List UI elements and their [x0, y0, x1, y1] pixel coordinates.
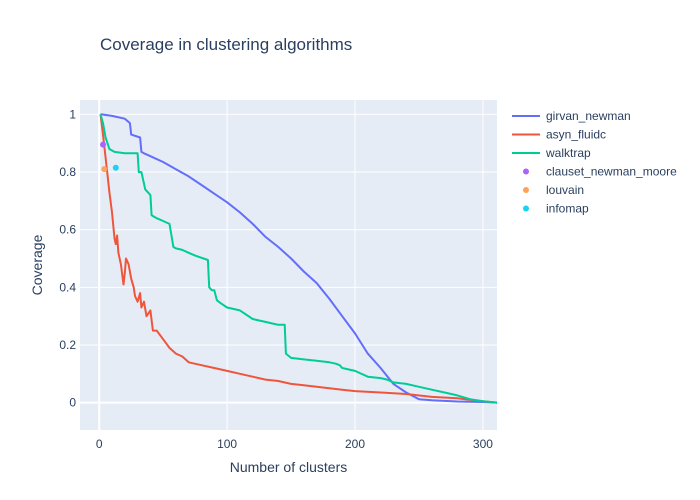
x-tick-label: 100 — [217, 437, 237, 451]
series-layer — [99, 113, 498, 404]
legend-label: asyn_fluidc — [546, 128, 606, 142]
x-tick-label: 0 — [96, 437, 103, 451]
y-axis-title: Coverage — [29, 234, 45, 295]
legend-label: girvan_newman — [546, 109, 631, 123]
grid — [80, 100, 497, 430]
legend-item-infomap[interactable]: infomap — [523, 202, 589, 216]
series-line-girvan-newman — [100, 113, 498, 404]
series-line-walktrap — [99, 114, 498, 404]
chart-title: Coverage in clustering algorithms — [100, 35, 352, 54]
x-tick-label: 300 — [473, 437, 493, 451]
y-tick-label: 0.4 — [59, 280, 76, 294]
legend-label: infomap — [546, 202, 589, 216]
legend-item-louvain[interactable]: louvain — [523, 183, 584, 197]
legend-swatch — [523, 168, 529, 175]
series-line-asyn-fluidc — [99, 114, 498, 404]
legend-item-girvan-newman[interactable]: girvan_newman — [512, 109, 631, 123]
legend[interactable]: girvan_newman asyn_fluidc walktrap clauset_… — [512, 109, 677, 216]
data-point-infomap — [112, 164, 119, 171]
legend-label: clauset_newman_moore — [546, 165, 677, 179]
y-tick-label: 1 — [69, 107, 76, 121]
y-tick-label: 0.6 — [59, 223, 76, 237]
data-point-louvain — [101, 166, 108, 173]
x-tick-label: 200 — [345, 437, 365, 451]
legend-swatch — [523, 187, 529, 193]
tick-labels: 0 100 200 300 0 0.2 0.4 0.6 0.8 1 — [59, 107, 493, 451]
legend-label: louvain — [546, 183, 584, 197]
plot-area — [80, 100, 497, 430]
y-tick-label: 0 — [69, 396, 76, 410]
legend-swatch — [523, 205, 529, 212]
y-tick-label: 0.2 — [59, 338, 76, 352]
x-axis-title: Number of clusters — [230, 459, 347, 475]
y-tick-label: 0.8 — [59, 165, 76, 179]
data-point-clauset-newman-moore — [100, 141, 107, 148]
legend-item-clauset-newman-moore[interactable]: clauset_newman_moore — [523, 165, 677, 179]
legend-item-walktrap[interactable]: walktrap — [512, 146, 591, 160]
legend-label: walktrap — [545, 146, 591, 160]
legend-item-asyn-fluidc[interactable]: asyn_fluidc — [512, 128, 606, 142]
